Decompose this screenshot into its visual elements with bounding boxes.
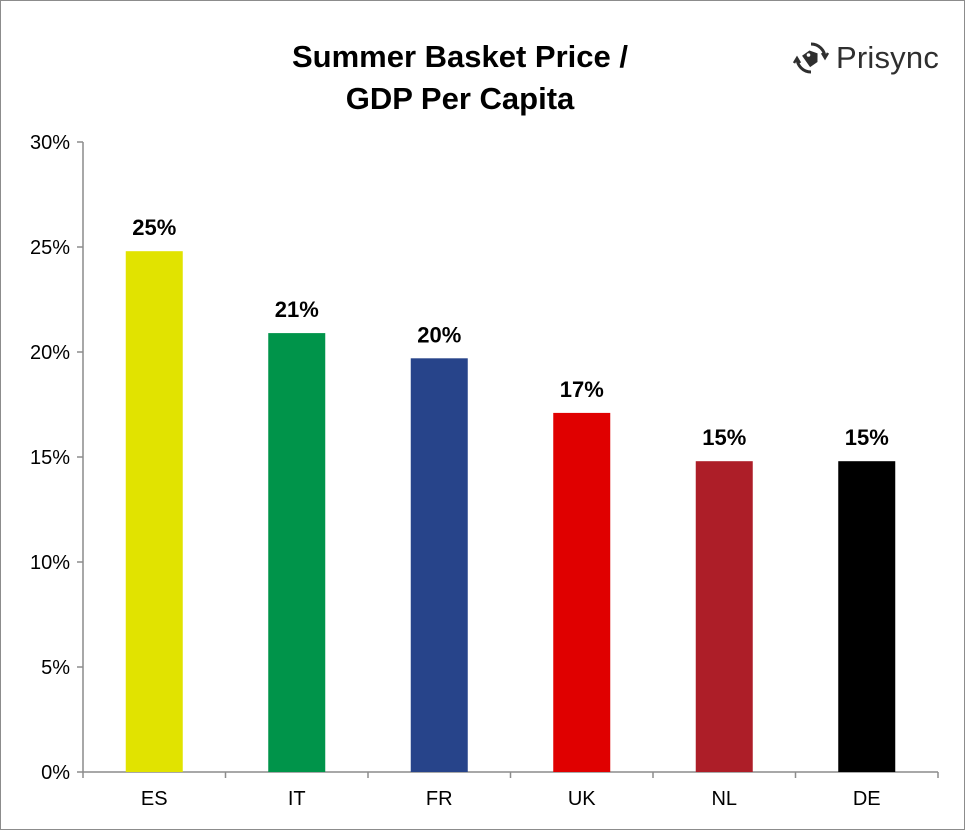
y-tick-label: 30% — [30, 132, 70, 154]
bar-fr — [410, 358, 468, 772]
y-tick-label: 15% — [30, 447, 70, 469]
y-tick-label: 10% — [30, 552, 70, 574]
chart-title: Summer Basket Price / GDP Per Capita — [180, 36, 740, 120]
category-label-es: ES — [141, 788, 168, 810]
brand-logo-text: Prisync — [836, 40, 940, 75]
category-label-fr: FR — [426, 788, 453, 810]
data-label-fr: 20% — [417, 322, 461, 347]
category-label-nl: NL — [711, 788, 737, 810]
chart-title-line-2: GDP Per Capita — [345, 81, 575, 116]
y-tick-label: 5% — [41, 657, 70, 679]
data-label-es: 25% — [132, 215, 176, 240]
category-label-it: IT — [288, 788, 306, 810]
data-label-de: 15% — [845, 425, 889, 450]
bar-it — [268, 333, 326, 772]
data-label-it: 21% — [275, 297, 319, 322]
bar-uk — [553, 412, 611, 772]
category-label-de: DE — [853, 788, 881, 810]
bar-de — [838, 461, 896, 772]
chart-title-line-1: Summer Basket Price / — [291, 39, 628, 74]
price-tag-sync-icon — [792, 42, 830, 74]
bar-nl — [695, 461, 753, 772]
data-label-nl: 15% — [702, 425, 746, 450]
category-label-uk: UK — [568, 788, 596, 810]
y-tick-label: 25% — [30, 237, 70, 259]
y-tick-label: 20% — [30, 342, 70, 364]
y-tick-label: 0% — [41, 762, 70, 784]
bar-es — [125, 251, 183, 772]
data-label-uk: 17% — [560, 377, 604, 402]
brand-logo: Prisync — [792, 34, 939, 82]
